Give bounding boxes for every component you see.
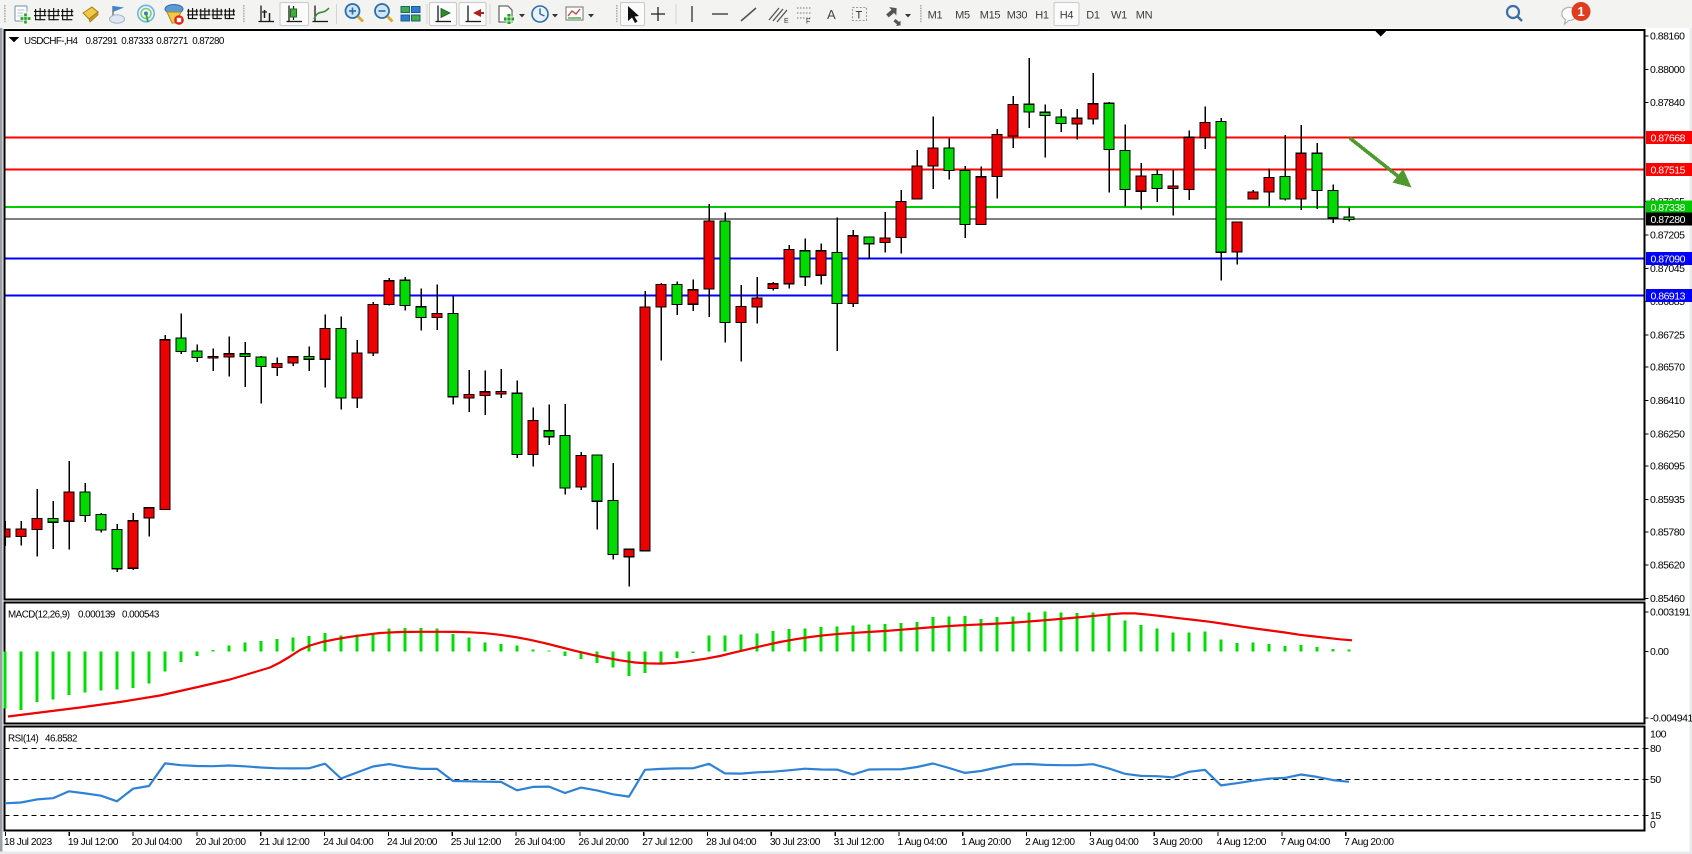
svg-text:0.87515: 0.87515 bbox=[1651, 164, 1686, 176]
svg-text:28 Jul 04:00: 28 Jul 04:00 bbox=[706, 837, 757, 848]
svg-text:26 Jul 04:00: 26 Jul 04:00 bbox=[515, 837, 566, 848]
svg-text:0.88000: 0.88000 bbox=[1650, 64, 1685, 76]
svg-text:21 Jul 12:00: 21 Jul 12:00 bbox=[259, 837, 310, 848]
svg-text:0.86570: 0.86570 bbox=[1650, 362, 1685, 374]
svg-text:0.85780: 0.85780 bbox=[1650, 526, 1685, 538]
svg-text:0.87333: 0.87333 bbox=[121, 36, 154, 47]
svg-text:0.85620: 0.85620 bbox=[1650, 560, 1685, 572]
svg-text:M5: M5 bbox=[955, 10, 970, 22]
svg-text:26 Jul 20:00: 26 Jul 20:00 bbox=[578, 837, 629, 848]
svg-text:31 Jul 12:00: 31 Jul 12:00 bbox=[834, 837, 885, 848]
svg-text:0.87271: 0.87271 bbox=[156, 36, 188, 47]
svg-text:0.85460: 0.85460 bbox=[1650, 593, 1685, 605]
svg-text:0.86250: 0.86250 bbox=[1650, 428, 1685, 440]
svg-text:0.87280: 0.87280 bbox=[192, 36, 225, 47]
svg-text:0.000543: 0.000543 bbox=[122, 610, 160, 621]
svg-text:F: F bbox=[806, 19, 810, 26]
svg-text:2 Aug 12:00: 2 Aug 12:00 bbox=[1025, 837, 1075, 848]
svg-text:4 Aug 12:00: 4 Aug 12:00 bbox=[1217, 837, 1267, 848]
svg-text:RSI(14): RSI(14) bbox=[8, 734, 38, 745]
svg-text:A: A bbox=[827, 7, 836, 22]
svg-text:T: T bbox=[856, 10, 863, 22]
svg-text:19 Jul 12:00: 19 Jul 12:00 bbox=[68, 837, 119, 848]
svg-text:0.003191: 0.003191 bbox=[1650, 607, 1690, 619]
svg-text:1 Aug 04:00: 1 Aug 04:00 bbox=[897, 837, 947, 848]
svg-text:3 Aug 20:00: 3 Aug 20:00 bbox=[1153, 837, 1203, 848]
svg-text:0.000139: 0.000139 bbox=[78, 610, 115, 621]
svg-text:27 Jul 12:00: 27 Jul 12:00 bbox=[642, 837, 693, 848]
svg-text:0.86913: 0.86913 bbox=[1651, 290, 1686, 302]
svg-text:3 Aug 04:00: 3 Aug 04:00 bbox=[1089, 837, 1139, 848]
svg-text:M30: M30 bbox=[1007, 10, 1028, 22]
svg-text:MN: MN bbox=[1136, 10, 1153, 22]
svg-text:0.00: 0.00 bbox=[1650, 646, 1669, 658]
svg-text:0.87090: 0.87090 bbox=[1651, 253, 1686, 265]
svg-text:24 Jul 20:00: 24 Jul 20:00 bbox=[387, 837, 438, 848]
svg-text:M15: M15 bbox=[980, 10, 1001, 22]
svg-text:25 Jul 12:00: 25 Jul 12:00 bbox=[451, 837, 502, 848]
svg-text:7 Aug 04:00: 7 Aug 04:00 bbox=[1280, 837, 1330, 848]
svg-text:0.85935: 0.85935 bbox=[1650, 494, 1685, 506]
svg-text:MACD(12,26,9): MACD(12,26,9) bbox=[8, 610, 70, 621]
svg-text:H1: H1 bbox=[1035, 10, 1049, 22]
svg-text:USDCHF-,H4: USDCHF-,H4 bbox=[24, 36, 78, 47]
svg-text:24 Jul 04:00: 24 Jul 04:00 bbox=[323, 837, 374, 848]
svg-text:M1: M1 bbox=[928, 10, 943, 22]
svg-text:E: E bbox=[784, 18, 789, 25]
svg-text:0.87280: 0.87280 bbox=[1651, 214, 1686, 226]
svg-text:1: 1 bbox=[1577, 4, 1584, 19]
svg-text:W1: W1 bbox=[1111, 10, 1127, 22]
svg-text:20 Jul 04:00: 20 Jul 04:00 bbox=[132, 837, 183, 848]
svg-text:0.87338: 0.87338 bbox=[1651, 202, 1686, 214]
svg-text:0.87205: 0.87205 bbox=[1650, 230, 1685, 242]
svg-text:D1: D1 bbox=[1086, 10, 1100, 22]
svg-text:-0.004941: -0.004941 bbox=[1650, 713, 1692, 725]
svg-text:0.86095: 0.86095 bbox=[1650, 461, 1685, 473]
svg-text:0.87668: 0.87668 bbox=[1651, 132, 1686, 144]
svg-text:H4: H4 bbox=[1060, 10, 1074, 22]
svg-text:18 Jul 2023: 18 Jul 2023 bbox=[4, 837, 53, 848]
svg-text:46.8582: 46.8582 bbox=[45, 734, 77, 745]
svg-text:100: 100 bbox=[1650, 728, 1667, 740]
svg-text:0.87045: 0.87045 bbox=[1650, 263, 1685, 275]
svg-text:0.87291: 0.87291 bbox=[86, 36, 118, 47]
svg-text:0.88160: 0.88160 bbox=[1650, 31, 1685, 43]
svg-text:15: 15 bbox=[1650, 810, 1661, 822]
svg-text:0.86410: 0.86410 bbox=[1650, 395, 1685, 407]
svg-text:0.86725: 0.86725 bbox=[1650, 329, 1685, 341]
svg-text:0.87840: 0.87840 bbox=[1650, 97, 1685, 109]
svg-text:30 Jul 23:00: 30 Jul 23:00 bbox=[770, 837, 821, 848]
svg-text:7 Aug 20:00: 7 Aug 20:00 bbox=[1344, 837, 1394, 848]
svg-text:50: 50 bbox=[1650, 774, 1661, 786]
svg-text:80: 80 bbox=[1650, 743, 1661, 755]
svg-text:0: 0 bbox=[1650, 819, 1656, 831]
svg-text:20 Jul 20:00: 20 Jul 20:00 bbox=[195, 837, 246, 848]
svg-text:1 Aug 20:00: 1 Aug 20:00 bbox=[961, 837, 1011, 848]
